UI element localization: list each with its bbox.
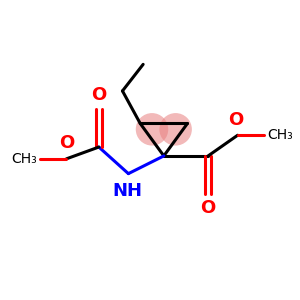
Text: CH₃: CH₃ [267,128,293,142]
Text: O: O [229,111,244,129]
Circle shape [136,113,168,146]
Text: O: O [200,199,216,217]
Text: CH₃: CH₃ [11,152,37,166]
Circle shape [159,113,192,146]
Text: NH: NH [112,182,142,200]
Text: O: O [59,134,74,152]
Text: O: O [91,86,106,104]
